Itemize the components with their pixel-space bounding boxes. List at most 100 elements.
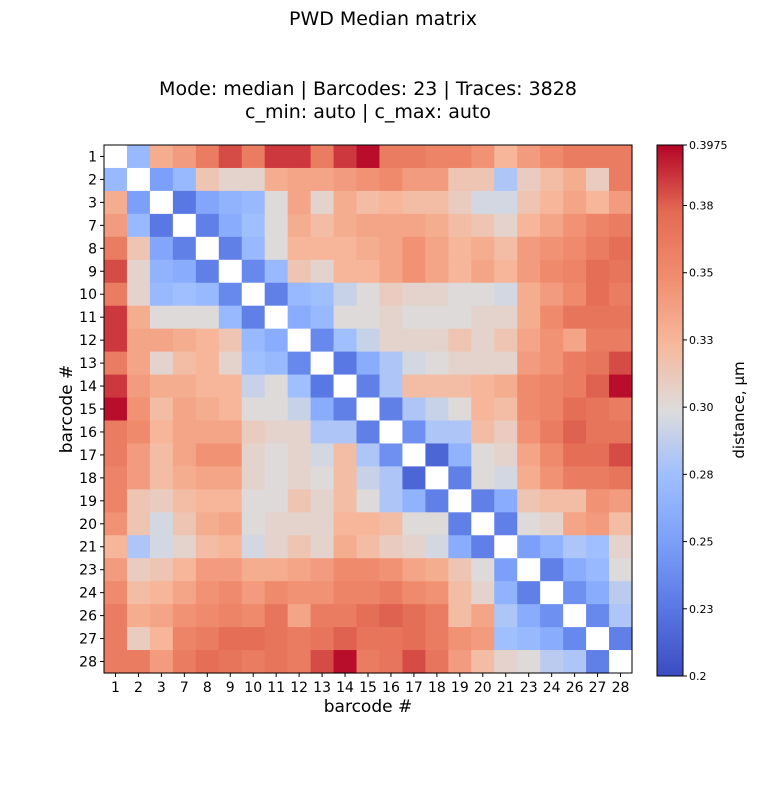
heatmap-cell (586, 489, 610, 513)
heatmap-cell (104, 167, 128, 192)
heatmap-cell (402, 167, 426, 192)
heatmap-cell (425, 213, 449, 238)
heatmap-cell (402, 650, 426, 674)
heatmap-cell (149, 604, 174, 628)
colorbar-label: distance, µm (730, 361, 748, 458)
heatmap-cell (149, 213, 174, 238)
heatmap-cell (563, 420, 587, 445)
heatmap-cell (563, 443, 587, 467)
heatmap-cell (104, 190, 128, 215)
heatmap-cell (264, 443, 289, 467)
heatmap-cell (333, 145, 358, 169)
heatmap-cell (448, 351, 472, 376)
x-tick-label: 10 (244, 680, 262, 696)
heatmap-cell (402, 466, 426, 490)
x-tick-label: 16 (382, 680, 400, 696)
heatmap-cell (287, 145, 312, 169)
heatmap-cell (126, 420, 151, 445)
heatmap-cell (563, 167, 587, 192)
heatmap-cell (586, 558, 610, 582)
heatmap-cell (310, 351, 335, 376)
heatmap-cell (126, 558, 151, 582)
x-tick-label: 20 (474, 680, 492, 696)
heatmap-cell (356, 145, 381, 169)
heatmap-cell (287, 512, 312, 536)
heatmap-cell (104, 581, 128, 605)
heatmap-cell (494, 190, 518, 215)
heatmap-cell (517, 466, 541, 490)
heatmap-cell (333, 259, 358, 284)
heatmap-cell (356, 489, 381, 513)
heatmap-cell (218, 535, 243, 559)
heatmap-cell (172, 489, 197, 513)
heatmap-cell (402, 351, 426, 376)
heatmap-cell (104, 627, 128, 651)
heatmap-cell (218, 627, 243, 651)
heatmap-cell (402, 420, 426, 445)
heatmap-cell (104, 259, 128, 284)
heatmap-cell (586, 443, 610, 467)
heatmap-cell (609, 328, 633, 353)
heatmap-cell (471, 282, 495, 307)
heatmap-cell (379, 650, 404, 674)
heatmap-cell (310, 397, 335, 422)
heatmap-cell (195, 650, 220, 674)
heatmap-cell (379, 374, 404, 399)
heatmap-cell (333, 328, 358, 353)
heatmap-cell (379, 627, 404, 651)
heatmap-cell (264, 167, 289, 192)
heatmap-cell (402, 512, 426, 536)
heatmap-cell (586, 145, 610, 169)
heatmap-cell (379, 328, 404, 353)
heatmap-cell (218, 581, 243, 605)
heatmap-cell (517, 236, 541, 261)
heatmap-cell (517, 535, 541, 559)
heatmap-cell (609, 558, 633, 582)
heatmap-cell (471, 466, 495, 490)
heatmap-cell (264, 650, 289, 674)
heatmap-cell (310, 558, 335, 582)
heatmap-cell (218, 466, 243, 490)
heatmap-cell (333, 167, 358, 192)
heatmap-cell (425, 282, 449, 307)
x-tick-label: 24 (543, 680, 561, 696)
heatmap-cell (494, 558, 518, 582)
heatmap-cell (126, 397, 151, 422)
heatmap-cell (241, 489, 266, 513)
heatmap-cell (218, 259, 243, 284)
heatmap-cell (494, 145, 518, 169)
heatmap-cell (172, 328, 197, 353)
heatmap-cell (402, 190, 426, 215)
y-tick-label: 7 (88, 218, 97, 234)
heatmap-cell (494, 259, 518, 284)
heatmap-cell (402, 236, 426, 261)
heatmap-cell (218, 351, 243, 376)
heatmap-cell (609, 627, 633, 651)
heatmap-cell (494, 351, 518, 376)
heatmap-cell (471, 236, 495, 261)
heatmap-cell (241, 512, 266, 536)
heatmap-cell (379, 397, 404, 422)
heatmap-cell (379, 351, 404, 376)
heatmap-cell (218, 282, 243, 307)
heatmap-cell (540, 328, 564, 353)
heatmap-cell (379, 558, 404, 582)
heatmap-cell (333, 512, 358, 536)
colorbar-tick-label: 0.2 (689, 670, 707, 683)
x-tick-label: 23 (520, 680, 538, 696)
heatmap-cell (563, 512, 587, 536)
heatmap-cell (218, 167, 243, 192)
heatmap-cell (563, 236, 587, 261)
heatmap-cell (149, 328, 174, 353)
heatmap-cell (126, 604, 151, 628)
heatmap-cell (448, 466, 472, 490)
heatmap-cell (425, 351, 449, 376)
heatmap-cell (402, 443, 426, 467)
x-axis-label: barcode # (324, 697, 412, 717)
heatmap-cell (218, 420, 243, 445)
heatmap-cell (287, 190, 312, 215)
heatmap-cell (264, 259, 289, 284)
heatmap-cell (218, 236, 243, 261)
heatmap-cell (126, 236, 151, 261)
colorbar-tick-label: 0.25 (689, 536, 714, 549)
